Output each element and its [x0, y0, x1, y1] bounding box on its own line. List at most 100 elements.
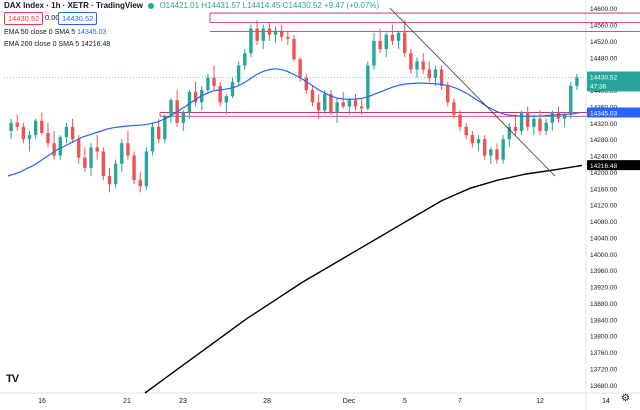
candle-body	[513, 126, 518, 131]
ema200-legend-value: 14216.48	[81, 41, 111, 48]
candle-body	[550, 112, 555, 123]
candle-body	[507, 126, 511, 140]
price-tick-label: 14600.00	[590, 6, 617, 13]
candle-body	[15, 122, 19, 127]
time-axis-label: 14	[602, 398, 610, 405]
ema200-legend[interactable]: EMA 200 close 0 SMA 5 14216.48	[4, 40, 110, 50]
candle-body	[519, 112, 524, 131]
candle-body	[415, 61, 419, 70]
candle-body	[255, 28, 259, 41]
buy-price-button[interactable]: 14430.52	[58, 12, 98, 25]
price-tick-label: 14000.00	[590, 252, 617, 259]
time-axis-label: 28	[263, 398, 271, 405]
tradingview-logo[interactable]: TV	[6, 373, 19, 385]
candle-body	[169, 100, 173, 117]
time-axis-label: 23	[179, 398, 187, 405]
candle-body	[304, 77, 308, 91]
candle-body	[206, 77, 210, 91]
candle-body	[482, 139, 487, 156]
trend-line	[389, 7, 556, 177]
ema50-price-badge-bg	[587, 107, 640, 118]
last-price-label: 14430.52	[590, 75, 617, 82]
candle-body	[46, 133, 50, 144]
candle-body	[9, 122, 13, 131]
candle-body	[163, 116, 167, 140]
candle-body	[347, 100, 352, 107]
ema50-legend[interactable]: EMA 50 close 0 SMA 5 14345.03	[4, 28, 106, 38]
candle-body	[156, 126, 161, 140]
price-tick-label: 13800.00	[590, 334, 617, 341]
candle-body	[575, 77, 579, 86]
candle-body	[107, 176, 112, 185]
candle-body	[446, 85, 450, 103]
candle-body	[144, 151, 149, 187]
candle-body	[280, 30, 284, 37]
time-axis-label: Dec	[343, 398, 356, 405]
price-tick-label: 14040.00	[590, 235, 617, 242]
candle-body	[532, 118, 536, 127]
candle-body	[335, 102, 339, 113]
candle-body	[544, 122, 548, 131]
candle-body	[384, 34, 388, 50]
candle-body	[372, 40, 376, 66]
candle-body	[236, 65, 241, 82]
candle-body	[243, 53, 247, 66]
last-price-badge-bg	[587, 71, 640, 92]
candle-body	[526, 112, 530, 127]
time-axis-label: 5	[403, 398, 407, 405]
price-tick-label: 13760.00	[590, 350, 617, 357]
time-axis-label: 7	[458, 398, 462, 405]
candle-body	[421, 61, 425, 70]
price-tick-label: 14480.00	[590, 55, 617, 62]
candle-body	[64, 126, 69, 138]
candle-body	[249, 28, 253, 54]
candle-body	[193, 92, 198, 103]
countdown-label: 47:36	[590, 84, 607, 91]
ema50-legend-label: EMA 50 close 0 SMA 5	[4, 29, 76, 36]
price-tick-label: 14160.00	[590, 186, 617, 193]
candle-body	[538, 118, 542, 131]
candle-body	[359, 106, 364, 109]
price-tick-label: 14520.00	[590, 39, 617, 46]
candle-body	[58, 137, 62, 156]
price-tick-label: 13920.00	[590, 285, 617, 292]
time-axis-label: 12	[536, 398, 544, 405]
time-axis-label: 21	[123, 398, 131, 405]
candle-body	[70, 126, 75, 140]
candle-body	[427, 69, 432, 78]
candle-body	[489, 149, 493, 156]
candle-body	[396, 32, 401, 41]
price-tick-label: 14240.00	[590, 154, 617, 161]
candle-body	[113, 163, 118, 185]
ema50-line	[7, 68, 581, 177]
price-tick-label: 14560.00	[590, 23, 617, 30]
spread-label: 0.00	[45, 13, 60, 22]
candle-body	[298, 59, 302, 78]
candle-body	[341, 102, 345, 107]
candle-body	[33, 120, 38, 136]
candle-body	[52, 143, 56, 156]
gear-icon[interactable]: ⚙	[621, 393, 630, 404]
candle-body	[316, 102, 321, 111]
market-open-icon	[148, 2, 155, 9]
price-tick-label: 13960.00	[590, 268, 617, 275]
candle-body	[292, 38, 296, 60]
sell-price-button[interactable]: 14430.52	[4, 12, 44, 25]
price-tick-label: 13720.00	[590, 366, 617, 373]
legend-title-row: DAX Index · 1h · XETR · TradingView O144…	[4, 1, 379, 11]
candle-body	[181, 112, 185, 123]
candle-body	[286, 36, 290, 39]
ohlc-values: O14421.01 H14431.57 L14414.45 C14430.52 …	[159, 1, 380, 10]
candle-body	[212, 77, 216, 86]
candle-body	[224, 96, 229, 103]
price-tick-label: 14120.00	[590, 203, 617, 210]
ema200-price-badge-bg	[587, 160, 640, 171]
price-tick-label: 13880.00	[590, 301, 617, 308]
candle-body	[495, 149, 499, 160]
candle-body	[569, 85, 573, 115]
candle-body	[27, 135, 32, 140]
candle-body	[77, 139, 81, 158]
ema50-legend-value: 14345.03	[77, 29, 107, 36]
candle-body	[138, 180, 142, 187]
